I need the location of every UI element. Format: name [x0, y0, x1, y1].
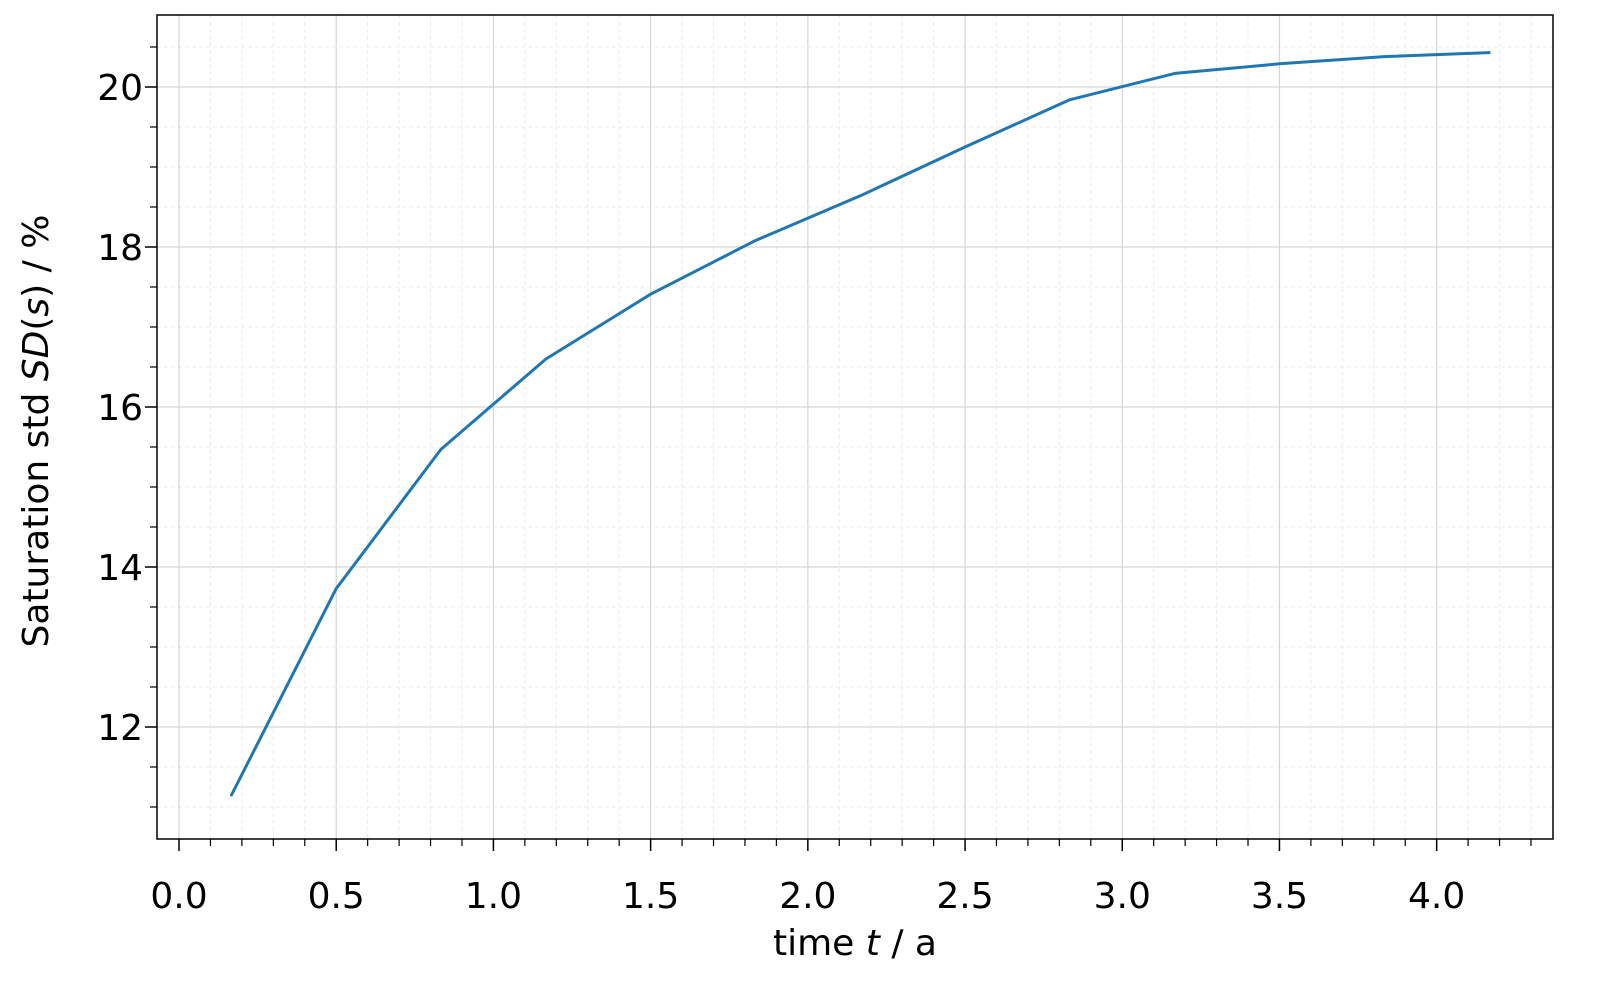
x-tick-label: 1.5 — [622, 876, 679, 917]
x-axis-label-prefix: time — [773, 923, 866, 964]
grid — [157, 15, 1553, 839]
y-axis-label-var: SD — [16, 331, 57, 382]
y-tick-label: 18 — [97, 228, 143, 269]
x-tick-label: 3.5 — [1251, 876, 1308, 917]
y-axis-label-mid: ( — [16, 317, 57, 331]
y-tick-label: 12 — [97, 708, 143, 749]
x-axis-label: time t / a — [773, 923, 937, 964]
series-layer — [230, 51, 1491, 797]
y-axis: 12 14 16 18 20 — [97, 46, 157, 808]
y-axis-label-var2: s — [16, 298, 57, 317]
plot-frame — [156, 14, 1554, 840]
x-tick-label: 1.0 — [465, 876, 522, 917]
series-line — [230, 51, 1491, 797]
x-tick-label: 2.0 — [779, 876, 836, 917]
x-tick-label: 4.0 — [1408, 876, 1465, 917]
y-axis-label: Saturation std SD(s) / % — [16, 215, 57, 648]
y-tick-label: 16 — [97, 388, 143, 429]
x-tick-label: 0.0 — [150, 876, 207, 917]
x-axis-label-suffix: / a — [880, 923, 937, 964]
x-tick-label: 3.0 — [1094, 876, 1151, 917]
x-tick-label: 0.5 — [308, 876, 365, 917]
x-axis-label-var: t — [866, 923, 882, 964]
y-tick-label: 20 — [97, 68, 143, 109]
y-axis-label-suffix: ) / % — [16, 215, 57, 298]
y-axis-label-prefix: Saturation std — [16, 381, 57, 647]
x-axis: 0.0 0.5 1.0 1.5 2.0 2.5 3.0 3.5 4.0 — [150, 839, 1532, 917]
y-tick-label: 14 — [97, 548, 143, 589]
x-tick-label: 2.5 — [936, 876, 993, 917]
